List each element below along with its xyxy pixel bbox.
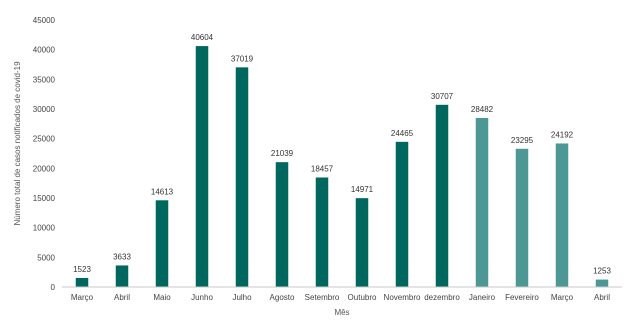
y-tick-label: 35000 (33, 75, 56, 84)
y-tick-label: 0 (51, 283, 56, 292)
x-tick-label: Novembro (384, 293, 421, 302)
y-tick-label: 20000 (33, 164, 56, 173)
bar (315, 177, 329, 287)
y-tick-label: 30000 (33, 105, 56, 114)
x-tick-label: Outubro (348, 293, 377, 302)
bar (515, 148, 529, 287)
x-tick-label: Agosto (270, 293, 295, 302)
y-tick-label: 25000 (33, 135, 56, 144)
data-label: 24192 (551, 130, 574, 139)
bar (195, 46, 209, 287)
x-tick-label: dezembro (424, 293, 460, 302)
x-tick-label: Julho (232, 293, 252, 302)
y-tick-label: 45000 (33, 16, 56, 25)
x-tick-label: Março (71, 293, 94, 302)
x-tick-label: Abril (114, 293, 130, 302)
y-tick-label: 40000 (33, 46, 56, 55)
data-label: 1523 (73, 265, 91, 274)
bar (355, 198, 369, 287)
x-tick-label: Janeiro (469, 293, 496, 302)
data-label: 18457 (311, 164, 334, 173)
data-label: 3633 (113, 252, 131, 261)
bar (155, 200, 169, 287)
x-tick-label: Abril (594, 293, 610, 302)
x-tick-label: Setembro (305, 293, 340, 302)
y-tick-label: 15000 (33, 194, 56, 203)
data-label: 14613 (151, 187, 174, 196)
data-label: 21039 (271, 149, 294, 158)
bar (395, 141, 409, 287)
x-tick-label: Fevereiro (505, 293, 539, 302)
y-tick-label: 5000 (37, 253, 55, 262)
bar (115, 265, 129, 287)
bar (275, 162, 289, 287)
data-label: 14971 (351, 185, 374, 194)
x-tick-label: Junho (191, 293, 213, 302)
y-axis-ticks: 0 5000 10000 15000 20000 25000 30000 35000 40000… (33, 16, 56, 292)
bars (75, 46, 609, 287)
bar (75, 277, 89, 287)
data-label: 40604 (191, 33, 214, 42)
x-tick-label: Março (551, 293, 574, 302)
bar (595, 279, 609, 287)
data-label: 1253 (593, 267, 611, 276)
data-label: 30707 (431, 92, 454, 101)
x-tick-label: Maio (153, 293, 171, 302)
data-label: 24465 (391, 129, 414, 138)
data-label: 23295 (511, 136, 534, 145)
data-label: 37019 (231, 54, 254, 63)
y-tick-label: 10000 (33, 224, 56, 233)
bar (475, 118, 489, 287)
data-labels: 1523 3633 14613 40604 37019 21039 18457 14971 24… (73, 33, 611, 275)
y-axis-title: Número total de casos notificados de cov… (13, 61, 22, 226)
data-label: 28482 (471, 105, 494, 114)
x-axis-ticks: Março Abril Maio Junho Julho Agosto Setembro Ou… (71, 293, 610, 302)
bar (555, 143, 569, 287)
x-axis-title: Mês (334, 308, 349, 317)
bar (235, 67, 249, 287)
bar (435, 104, 449, 287)
